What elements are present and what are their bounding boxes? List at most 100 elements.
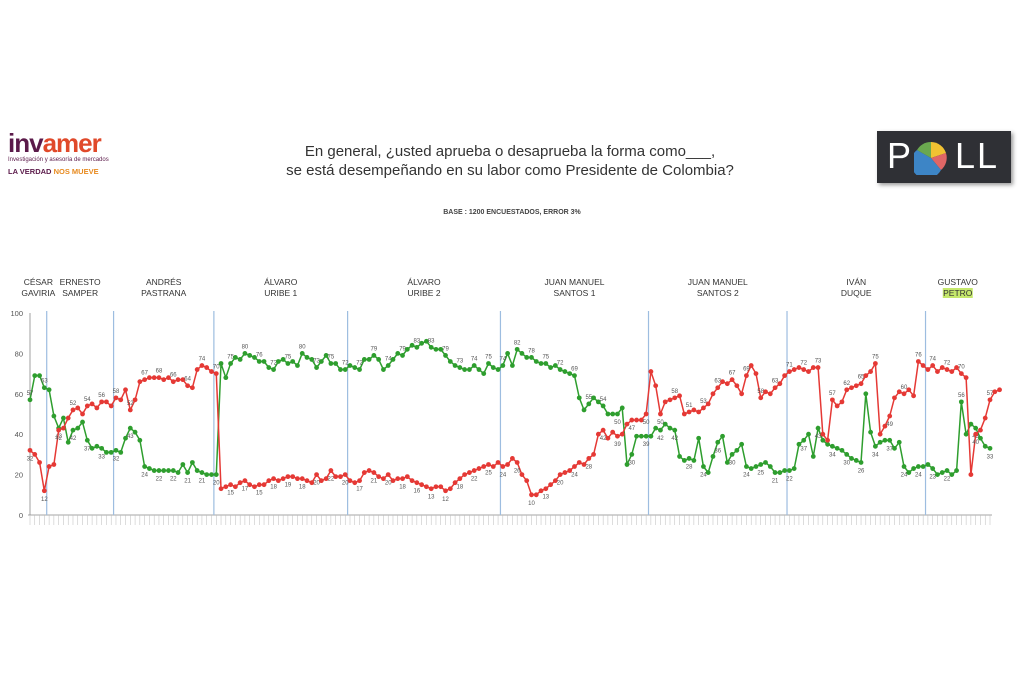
approve-point — [495, 367, 501, 372]
petro-highlight — [942, 288, 973, 298]
disapprove-data-label: 15 — [227, 491, 234, 497]
disapprove-point — [543, 486, 549, 492]
disapprove-point — [132, 397, 138, 403]
approve-point — [366, 357, 372, 362]
disapprove-data-label: 26 — [514, 468, 521, 474]
disapprove-point — [801, 367, 807, 372]
disapprove-point — [357, 478, 362, 484]
disapprove-point — [729, 377, 735, 383]
approve-data-label: 74 — [499, 357, 506, 363]
disapprove-point — [982, 415, 988, 421]
disapprove-point — [796, 365, 802, 370]
disapprove-point — [557, 472, 563, 477]
disapprove-data-label: 10 — [528, 501, 535, 507]
approve-data-label: 72 — [270, 361, 277, 367]
approve-data-label: 72 — [342, 361, 349, 367]
disapprove-point — [333, 474, 339, 480]
approve-point — [266, 365, 272, 370]
approve-data-label: 63 — [41, 379, 48, 385]
disapprove-point — [175, 377, 181, 383]
approve-point — [123, 435, 128, 441]
disapprove-point — [600, 427, 606, 433]
approve-data-label: 83 — [414, 338, 421, 344]
disapprove-point — [462, 472, 468, 477]
disapprove-point — [715, 385, 721, 391]
approve-data-label: 21 — [184, 479, 191, 485]
disapprove-point — [710, 391, 716, 397]
disapprove-point — [562, 470, 568, 475]
period-label: JUAN MANUEL — [544, 277, 604, 287]
approve-data-label: 43 — [127, 434, 134, 440]
disapprove-point — [80, 411, 85, 417]
disapprove-point — [638, 417, 644, 423]
period-label: PETRO — [943, 288, 973, 298]
disapprove-point — [810, 365, 816, 370]
approve-data-label: 30 — [628, 460, 635, 466]
disapprove-point — [944, 367, 950, 372]
approve-data-label: 21 — [199, 479, 206, 485]
approve-data-label: 54 — [600, 397, 607, 403]
approve-point — [170, 468, 176, 473]
approve-point — [935, 472, 940, 477]
disapprove-point — [643, 411, 649, 417]
approve-point — [500, 363, 506, 368]
disapprove-point — [409, 478, 415, 484]
poll-text-p: P — [887, 135, 914, 176]
approve-point — [438, 346, 444, 352]
disapprove-point — [677, 393, 682, 399]
approve-data-label: 75 — [542, 355, 549, 361]
approve-point — [557, 367, 563, 372]
disapprove-data-label: 52 — [127, 401, 134, 407]
invamer-logo: invamer Investigación y asesoría de merc… — [8, 130, 118, 176]
approve-point — [810, 454, 816, 459]
period-label: ÁLVARO — [264, 277, 298, 287]
approve-data-label: 34 — [829, 452, 836, 458]
approve-point — [104, 449, 109, 455]
approve-point — [939, 470, 945, 475]
approve-point — [424, 338, 429, 344]
disapprove-point — [772, 385, 778, 391]
disapprove-point — [385, 472, 391, 477]
disapprove-point — [189, 385, 195, 391]
approve-point — [481, 371, 487, 376]
disapprove-point — [863, 373, 869, 379]
approve-point — [280, 357, 286, 362]
disapprove-point — [681, 411, 687, 417]
disapprove-point — [41, 488, 47, 494]
approve-data-label: 75 — [328, 355, 335, 361]
approve-point — [739, 441, 745, 447]
disapprove-data-label: 66 — [170, 373, 177, 379]
approve-point — [653, 425, 659, 431]
disapprove-point — [237, 480, 243, 486]
approve-point — [595, 399, 601, 405]
disapprove-point — [166, 375, 171, 381]
approve-point — [748, 466, 754, 471]
approve-point — [863, 391, 869, 397]
disapprove-point — [701, 405, 706, 411]
disapprove-point — [987, 397, 993, 403]
title-line-2: se está desempeñando en su labor como Pr… — [286, 162, 734, 179]
approve-point — [791, 466, 797, 471]
approve-point — [213, 472, 219, 477]
period-dividers — [46, 311, 927, 515]
approve-point — [681, 458, 687, 463]
approve-point — [868, 429, 873, 435]
disapprove-series: 32 12 42 52 54 56 58 52 67 68 66 64 74 70 15 17 15 18 19 18… — [27, 352, 1002, 507]
approve-point — [954, 468, 959, 473]
disapprove-point — [261, 482, 267, 488]
approve-data-label: 33 — [987, 454, 994, 460]
approve-data-label: 73 — [313, 359, 320, 365]
disapprove-point — [662, 399, 668, 405]
disapprove-data-label: 22 — [471, 477, 478, 483]
disapprove-data-label: 71 — [786, 363, 793, 369]
disapprove-point — [309, 480, 315, 486]
pie-chart-icon — [914, 141, 947, 175]
approve-point — [720, 433, 725, 439]
approve-data-label: 75 — [485, 355, 492, 361]
disapprove-point — [548, 482, 553, 488]
approve-point — [61, 415, 66, 421]
disapprove-point — [777, 381, 783, 387]
disapprove-point — [213, 371, 219, 376]
disapprove-point — [753, 371, 759, 376]
disapprove-data-label: 63 — [772, 379, 779, 385]
